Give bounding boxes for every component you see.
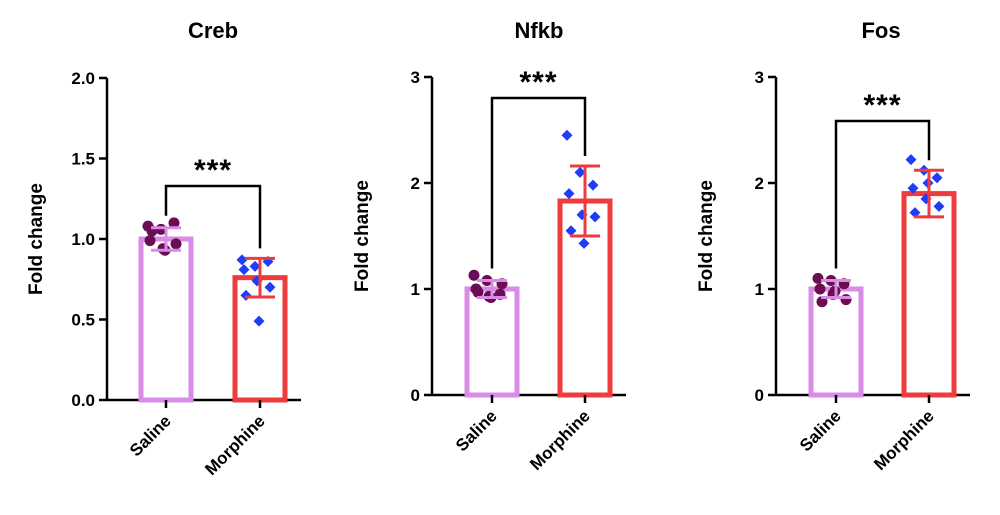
x-tick-label: Morphine (201, 411, 269, 479)
significance-label: *** (863, 89, 901, 122)
data-point-morphine (561, 129, 573, 141)
significance-bracket (164, 184, 262, 249)
data-point-morphine (238, 264, 250, 276)
chart-panel-creb: Creb Fold change 0.0 0.5 1.0 1.5 2.0 Saline Morp… (26, 18, 301, 479)
data-point-saline (144, 235, 156, 247)
y-tick-label: 0 (411, 386, 420, 405)
data-point-saline (170, 238, 182, 250)
y-tick-label: 3 (755, 68, 764, 87)
y-tick-label: 0.5 (71, 311, 95, 330)
data-point-morphine (249, 260, 261, 272)
significance-bracket (834, 119, 931, 269)
x-tick-label: Saline (796, 406, 845, 455)
y-tick-label: 2.0 (71, 69, 95, 88)
chart-title: Creb (188, 18, 238, 43)
data-point-morphine (240, 289, 252, 301)
data-point-saline (814, 283, 826, 295)
significance-bracket (490, 96, 587, 269)
chart-panel-fos: Fos Fold change 0 1 2 3 Saline Morphine *** (696, 18, 970, 474)
data-point-morphine (264, 281, 276, 293)
x-tick-label: Morphine (526, 406, 594, 474)
y-tick-label: 1 (411, 280, 420, 299)
data-point-morphine (574, 166, 586, 178)
data-point-morphine (907, 182, 919, 194)
bar-saline (464, 286, 520, 398)
y-tick-label: 1 (755, 280, 764, 299)
y-axis-label: Fold change (696, 180, 717, 292)
y-tick-label: 0 (755, 386, 764, 405)
data-point-morphine (578, 237, 590, 249)
x-tick-label: Saline (452, 406, 501, 455)
data-point-saline (812, 272, 824, 284)
data-point-morphine (589, 211, 601, 223)
significance-label: *** (194, 154, 232, 187)
y-axis-label: Fold change (352, 180, 373, 292)
y-tick-label: 1.0 (71, 230, 95, 249)
y-tick-label: 2 (755, 174, 764, 193)
data-point-saline (168, 217, 180, 229)
data-point-morphine (587, 179, 599, 191)
data-point-morphine (931, 172, 943, 184)
data-point-morphine (236, 254, 248, 266)
y-tick-label: 3 (411, 68, 420, 87)
data-point-saline (472, 286, 484, 298)
data-point-morphine (565, 225, 577, 237)
x-tick-label: Saline (126, 411, 175, 460)
chart-title: Nfkb (515, 18, 564, 43)
data-point-morphine (905, 154, 917, 166)
data-point-morphine (933, 200, 945, 212)
y-tick-label: 0.0 (71, 391, 95, 410)
y-axis-label: Fold change (26, 183, 47, 295)
data-point-morphine (253, 315, 265, 327)
chart-panel-nfkb: Nfkb Fold change 0 1 2 3 Saline Morphine *** (352, 18, 626, 474)
significance-label: *** (519, 66, 557, 99)
chart-title: Fos (861, 18, 900, 43)
y-tick-label: 1.5 (71, 150, 95, 169)
bar-morphine (901, 191, 957, 398)
x-tick-label: Morphine (870, 406, 938, 474)
data-point-saline (468, 269, 480, 281)
y-tick-label: 2 (411, 174, 420, 193)
data-point-saline (840, 294, 852, 306)
bar-saline (138, 236, 194, 403)
data-point-morphine (563, 188, 575, 200)
